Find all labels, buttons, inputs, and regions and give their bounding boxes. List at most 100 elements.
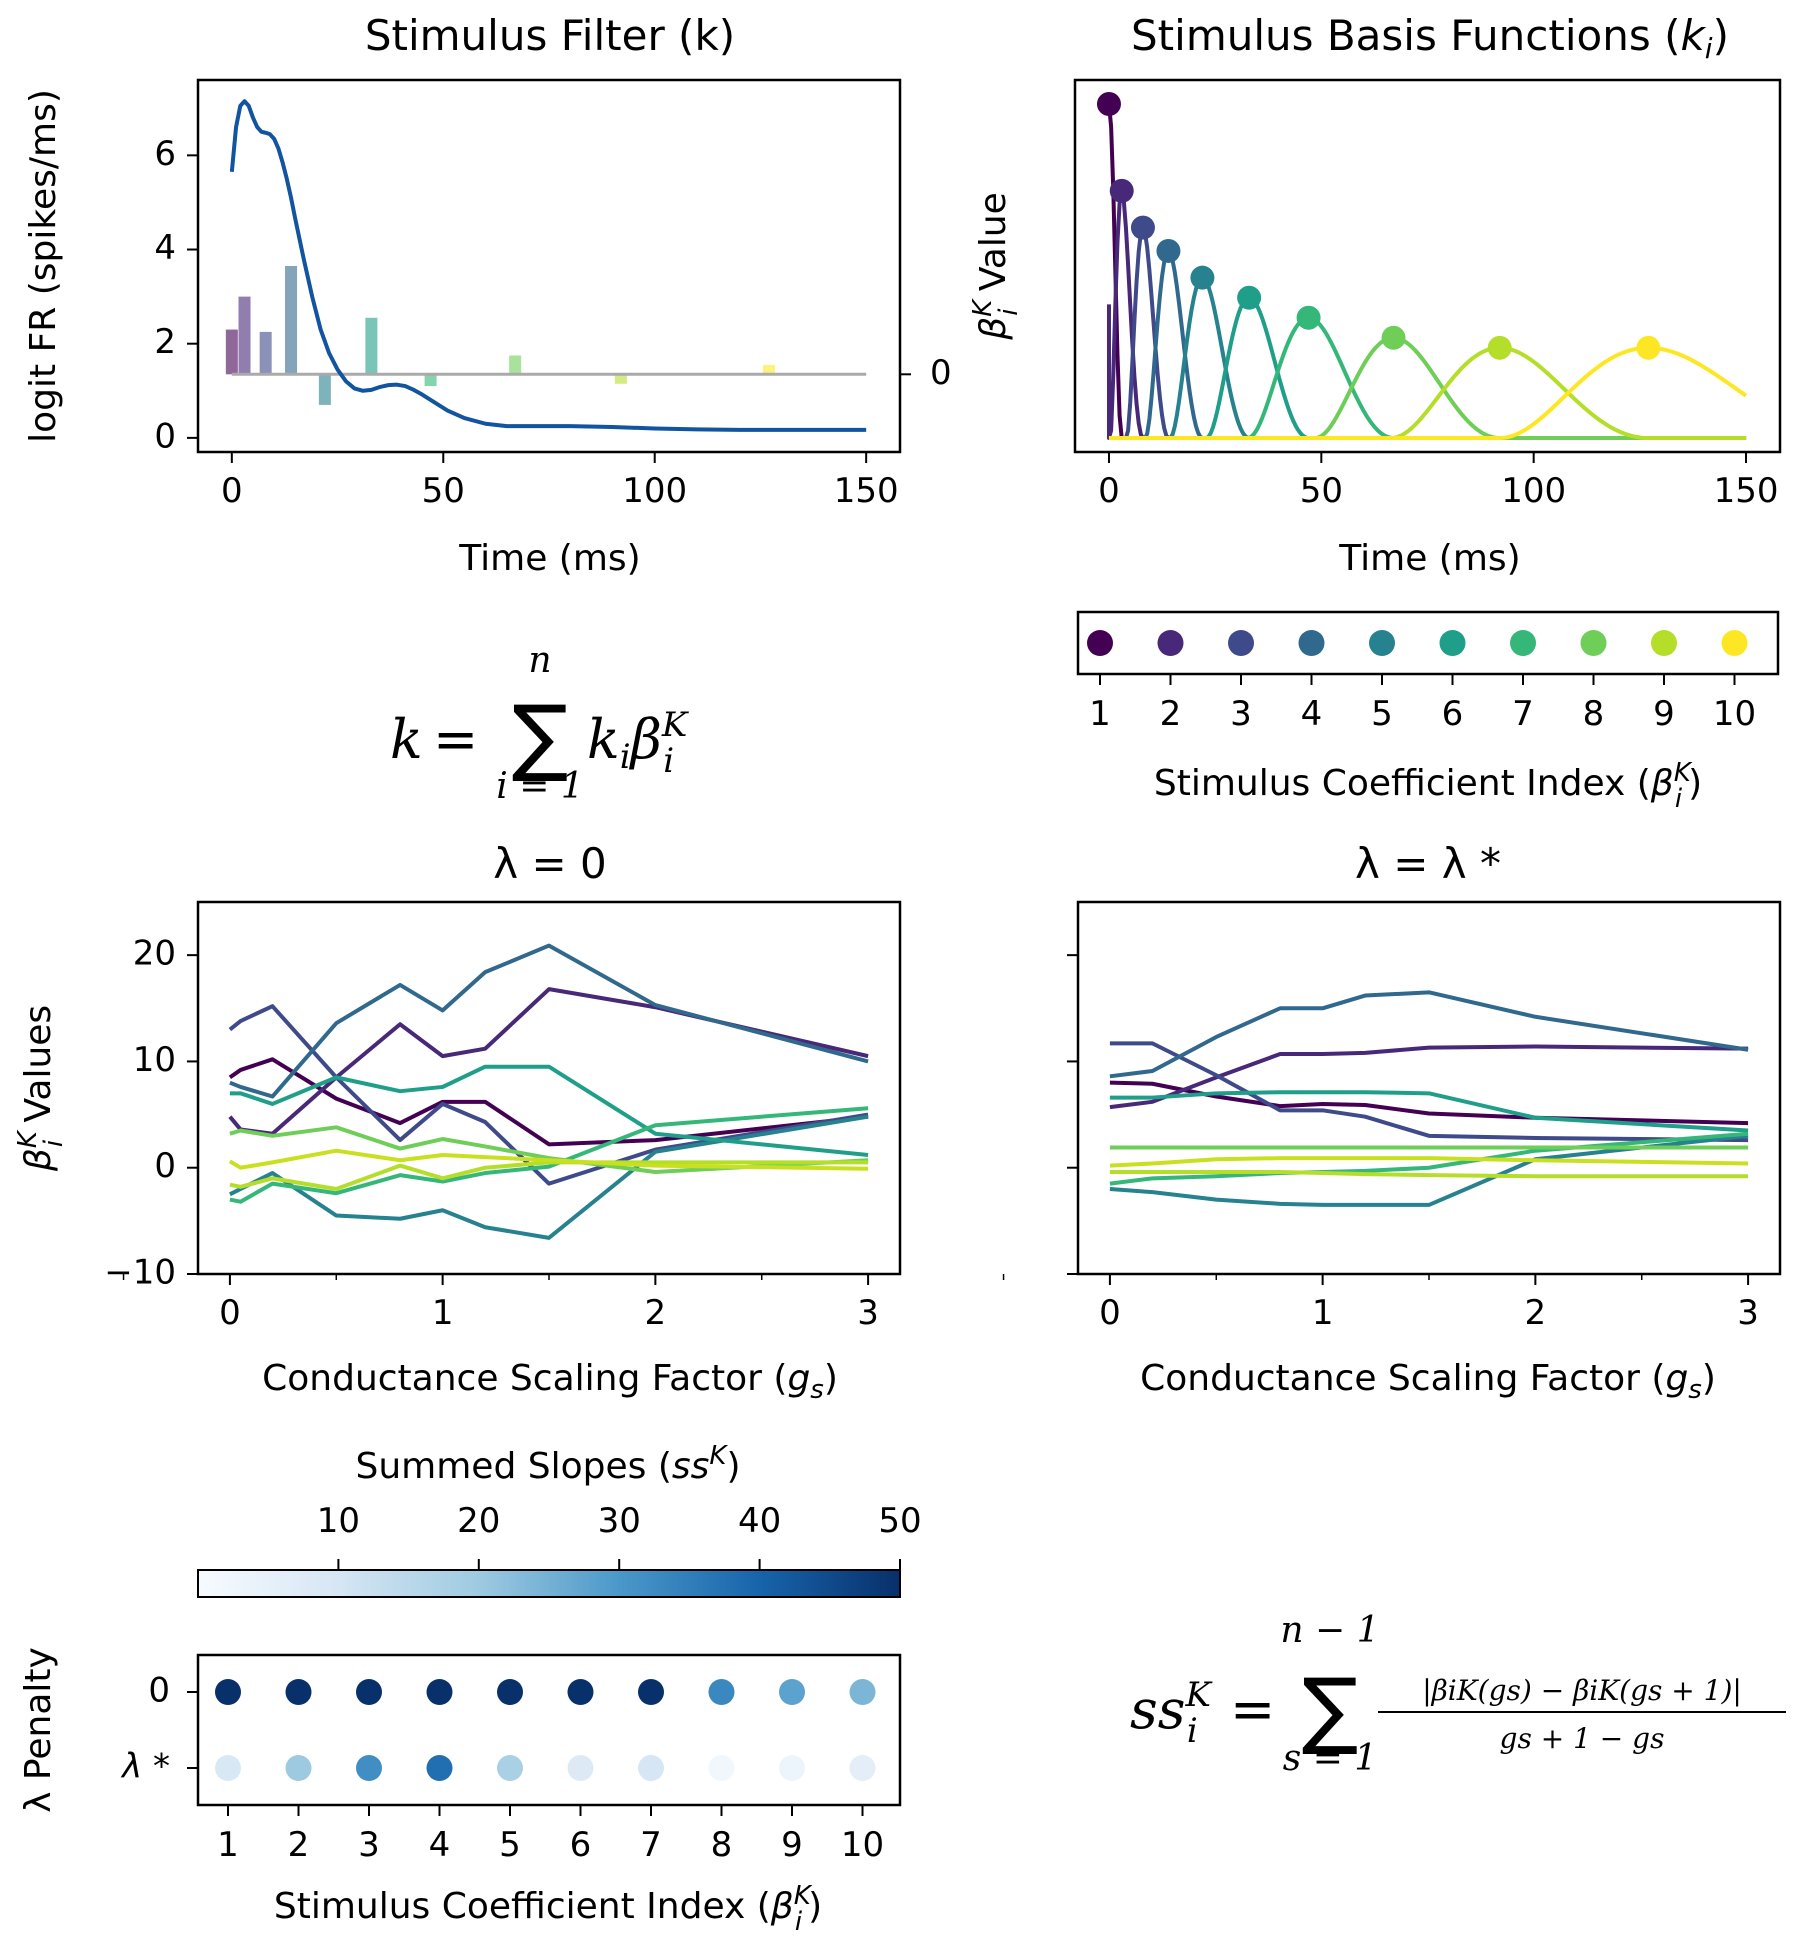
basis-peak-dot-7	[1296, 305, 1321, 330]
lambdastar-title: λ = λ *	[1355, 839, 1501, 888]
eq-k-lower: i = 1	[496, 766, 583, 807]
basis-ylabel: βKi Value	[968, 192, 1024, 341]
lambdastar-series-3	[1109, 1041, 1749, 1143]
lambdastar-xlabel: Conductance Scaling Factor (gs)	[1140, 1358, 1716, 1405]
penalty-dot-r2-c7	[638, 1755, 664, 1781]
basis-curves	[1096, 92, 1748, 440]
basis-curve-7	[1108, 315, 1747, 440]
penalty-axes-frame	[196, 1653, 902, 1807]
filter-xtick-label: 100	[622, 471, 687, 511]
penalty-dot-r2-c8	[708, 1755, 735, 1781]
filter-bar-6	[365, 317, 378, 375]
coef-legend-tick-label: 3	[1230, 694, 1252, 734]
lambda0-xtick-label: 1	[432, 1293, 454, 1333]
basis-xtick-label: 0	[1098, 471, 1120, 511]
lambda0-series-10	[228, 1148, 869, 1171]
basis-peak-dot-3	[1130, 215, 1155, 240]
colorbar-tick-label: 50	[878, 1501, 921, 1541]
filter-bars	[225, 266, 775, 405]
basis-xtick-label: 50	[1300, 471, 1343, 511]
filter-bar-1	[225, 329, 238, 375]
penalty-y-ticks: 0 λ *	[120, 1671, 198, 1787]
filter-ytick-label: 4	[154, 228, 176, 268]
penalty-dot-r1-c10	[849, 1679, 876, 1705]
penalty-ytick-label: 0	[148, 1671, 170, 1711]
lambda0-series-8	[229, 1125, 869, 1174]
penalty-xtick-label: 1	[217, 1825, 239, 1865]
coef-legend-tick-label: 9	[1653, 694, 1675, 734]
lambdastar-series-2	[1109, 1044, 1749, 1110]
eq-k-equals: =	[433, 708, 478, 771]
filter-right-tick-label: 0	[930, 353, 952, 393]
lambda0-series-1	[228, 1057, 869, 1147]
colorbar-tick-label: 40	[738, 1501, 781, 1541]
coef-legend-dot-4	[1298, 630, 1325, 656]
lambdastar-panel: λ = λ * 0 1 2 3 Conductance Scaling Factor …	[1002, 839, 1782, 1405]
penalty-ylabel: λ Penalty	[18, 1647, 59, 1813]
penalty-xtick-label: 7	[640, 1825, 662, 1865]
eq-ss-numerator: |βiK(gs) − βiK(gs + 1)|	[1422, 1674, 1742, 1707]
equation-k: k = ∑ n i = 1 kiβK i	[390, 640, 690, 807]
coef-legend-dot-7	[1510, 630, 1536, 656]
basis-peak-dot-10	[1636, 335, 1661, 360]
penalty-xtick-label: 2	[288, 1825, 310, 1865]
coef-legend-panel: 1 2 3 4 5 6 7 8 9 10 Stimulus Coefficient Index (…	[1076, 610, 1780, 814]
filter-ytick-label: 0	[154, 416, 176, 456]
coef-legend-dot-5	[1369, 630, 1395, 656]
lambda0-x-ticks: 0 1 2 3	[122, 1274, 879, 1333]
penalty-dots	[215, 1679, 876, 1781]
penalty-dot-r2-c4	[426, 1755, 453, 1781]
coef-legend-tick-label: 6	[1442, 694, 1464, 734]
lambdastar-series-6	[1109, 1090, 1749, 1133]
lambda0-ytick-label: −10	[104, 1253, 176, 1293]
filter-bar-2	[238, 296, 251, 375]
penalty-dot-r2-c6	[567, 1755, 594, 1781]
lambda0-y-ticks: −10 0 10 20	[104, 934, 198, 1293]
penalty-x-ticks: 1 2 3 4 5 6 7 8 9 10	[217, 1805, 884, 1865]
basis-curve-3	[1108, 225, 1747, 440]
filter-bar-10	[762, 364, 775, 375]
filter-bar-5	[318, 374, 331, 405]
eq-ss-upper: n − 1	[1280, 1610, 1379, 1651]
lambda0-lines	[228, 943, 869, 1240]
lambda0-xtick-label: 2	[645, 1293, 667, 1333]
lambdastar-series-1	[1109, 1080, 1749, 1126]
lambda0-xlabel: Conductance Scaling Factor (gs)	[262, 1358, 838, 1405]
eq-ss-lhs: ssK i	[1130, 1675, 1213, 1751]
basis-panel: Stimulus Basis Functions (ki) 0 50 100 150 …	[968, 11, 1782, 579]
colorbar-ticks: 10 20 30 40 50	[317, 1501, 922, 1570]
eq-k-lhs: k	[390, 708, 423, 771]
coef-legend-xlabel: Stimulus Coefficient Index (βK i)	[1154, 758, 1702, 814]
filter-y-ticks: 0 2 4 6	[154, 134, 198, 456]
penalty-xtick-label: 6	[570, 1825, 592, 1865]
filter-ylabel: logit FR (spikes/ms)	[23, 89, 64, 443]
penalty-dot-r2-c9	[779, 1755, 805, 1781]
coef-legend-dot-1	[1087, 630, 1113, 656]
penalty-ytick-label: λ *	[120, 1747, 170, 1787]
coef-legend-ticks: 1 2 3 4 5 6 7 8 9 10	[1089, 674, 1756, 734]
penalty-dot-r1-c3	[356, 1679, 382, 1705]
penalty-dot-r2-c5	[497, 1755, 523, 1781]
lambda0-xtick-label: 0	[219, 1293, 241, 1333]
filter-x-ticks: 0 50 100 150	[221, 452, 899, 511]
coef-legend-tick-label: 2	[1160, 694, 1182, 734]
coef-legend-tick-label: 8	[1583, 694, 1605, 734]
coef-legend-dot-3	[1228, 630, 1254, 656]
basis-curve-10	[1108, 345, 1748, 440]
lambda0-ytick-label: 20	[133, 934, 176, 974]
colorbar-tick-label: 10	[317, 1501, 360, 1541]
filter-title: Stimulus Filter (k)	[365, 11, 735, 60]
penalty-dot-r2-c10	[849, 1755, 876, 1781]
penalty-xtick-label: 5	[499, 1825, 521, 1865]
lambda0-xtick-label: 3	[857, 1293, 879, 1333]
penalty-dot-r1-c6	[567, 1679, 594, 1705]
penalty-dot-r1-c8	[708, 1679, 735, 1705]
lambda0-ytick-label: 10	[133, 1040, 176, 1080]
penalty-xtick-label: 10	[841, 1825, 884, 1865]
lambda0-title: λ = 0	[493, 839, 606, 888]
coef-legend-tick-label: 7	[1512, 694, 1534, 734]
colorbar-gradient	[197, 1569, 901, 1598]
lambda0-panel: λ = 0 0 1 2 3 −10 0 10 20 Conductance Scaling …	[13, 839, 902, 1405]
eq-ss-equals: =	[1230, 1678, 1275, 1741]
